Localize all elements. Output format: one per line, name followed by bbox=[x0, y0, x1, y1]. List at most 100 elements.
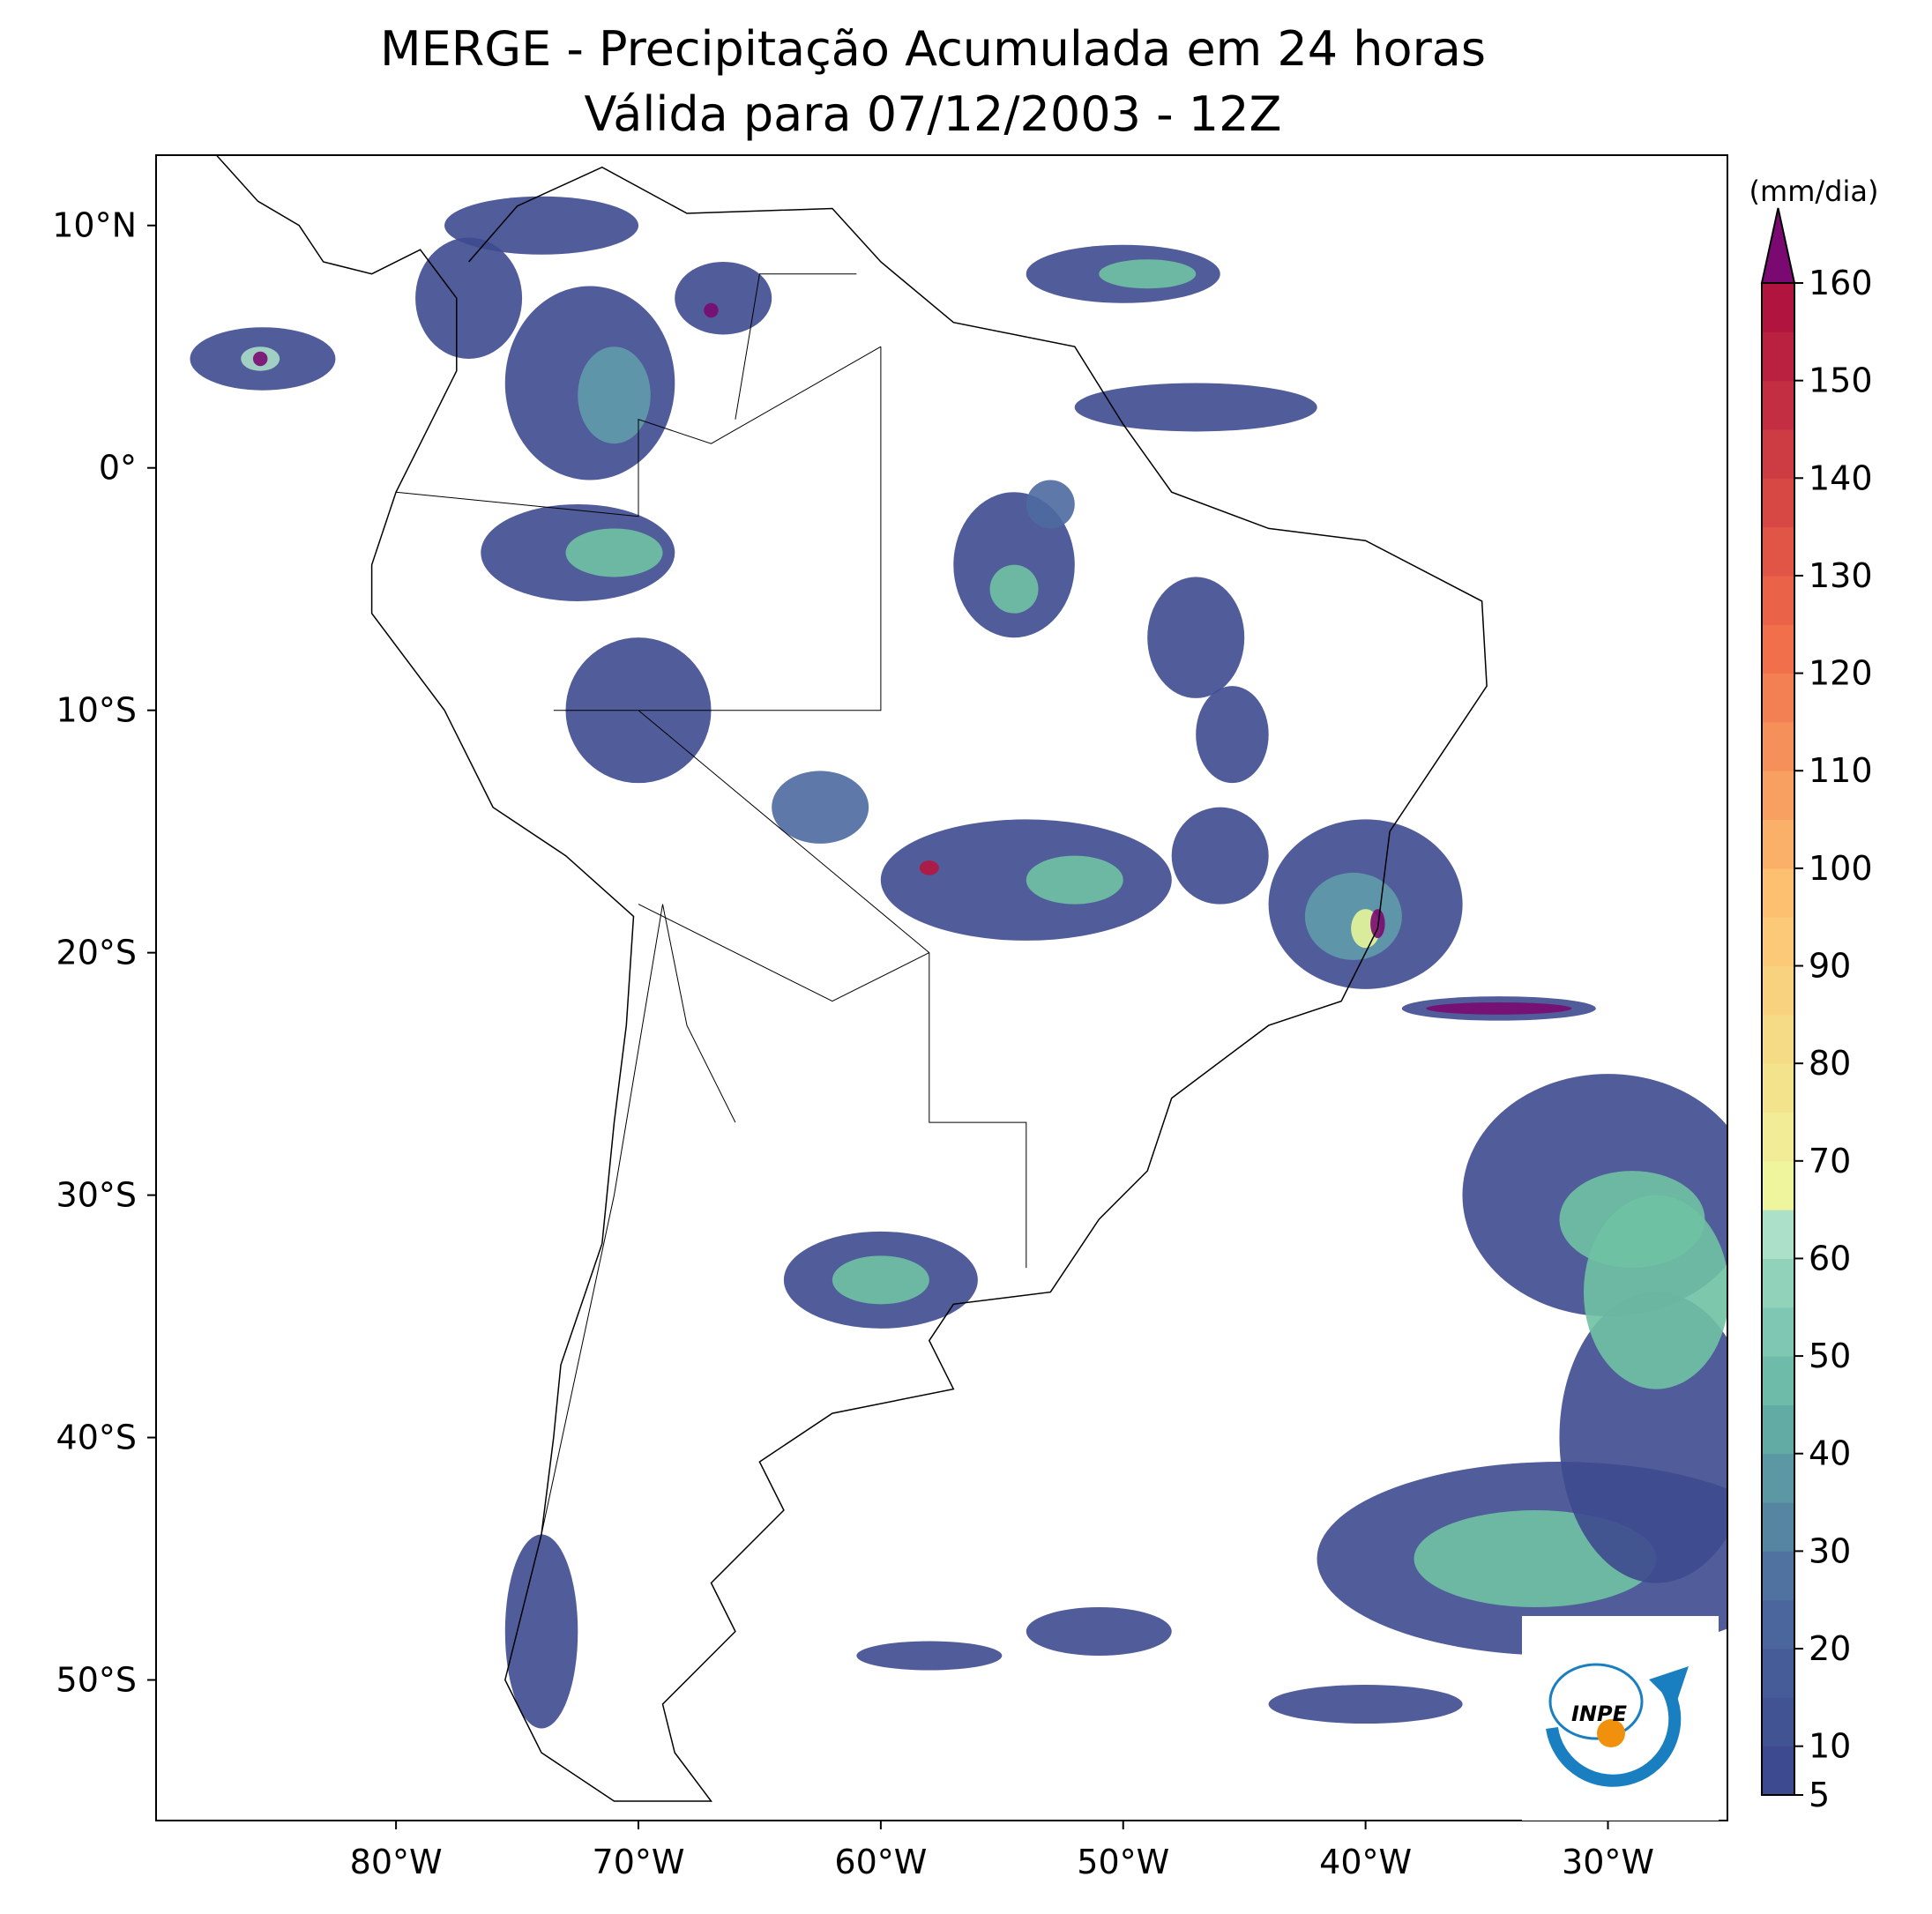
precip-area bbox=[565, 528, 663, 577]
colorbar-band bbox=[1762, 1697, 1794, 1747]
precip-area bbox=[989, 564, 1039, 614]
precip-area bbox=[704, 302, 719, 318]
y-tick-label: 40°S bbox=[56, 1419, 137, 1457]
precip-area bbox=[1268, 1685, 1463, 1724]
precip-area bbox=[578, 346, 651, 444]
precip-area bbox=[832, 1255, 929, 1305]
coastline bbox=[215, 155, 1488, 1802]
colorbar-tick-label: 90 bbox=[1809, 947, 1851, 986]
border bbox=[638, 710, 1027, 1269]
border bbox=[396, 346, 882, 518]
precip-area bbox=[1304, 872, 1402, 960]
colorbar-band bbox=[1762, 1112, 1794, 1162]
logo-arrow bbox=[1649, 1666, 1689, 1706]
colorbar-tick-label: 130 bbox=[1809, 556, 1873, 595]
map-content bbox=[190, 155, 1727, 1802]
colorbar-tick-label: 50 bbox=[1809, 1337, 1851, 1375]
colorbar-tick-label: 60 bbox=[1809, 1239, 1851, 1277]
colorbar-tick-label: 110 bbox=[1809, 751, 1873, 790]
colorbar-band bbox=[1762, 1453, 1794, 1503]
colorbar-band bbox=[1762, 1014, 1794, 1064]
title-line: MERGE - Precipitação Acumulada em 24 hor… bbox=[380, 21, 1486, 77]
precip-area bbox=[772, 771, 869, 844]
precip-area bbox=[675, 261, 772, 335]
colorbar-band bbox=[1762, 1404, 1794, 1455]
colorbar-tick-label: 150 bbox=[1809, 361, 1873, 400]
colorbar-band bbox=[1762, 1746, 1794, 1796]
colorbar-tick-label: 140 bbox=[1809, 458, 1873, 497]
colorbar-band bbox=[1762, 1649, 1794, 1698]
colorbar-band bbox=[1762, 331, 1794, 382]
colorbar-band bbox=[1762, 380, 1794, 430]
colorbar-frame bbox=[1761, 282, 1795, 1796]
colorbar-tick-label: 160 bbox=[1809, 264, 1873, 302]
x-tick-label: 30°W bbox=[1562, 1843, 1654, 1881]
colorbar-band bbox=[1762, 1307, 1794, 1357]
logo-text: INPE bbox=[1571, 1702, 1628, 1726]
colorbar-band bbox=[1762, 868, 1794, 918]
colorbar-tick-label: 30 bbox=[1809, 1531, 1851, 1570]
colorbar-band bbox=[1762, 575, 1794, 625]
colorbar-band bbox=[1762, 478, 1794, 528]
logo-arc bbox=[1546, 1685, 1682, 1787]
colorbar-band bbox=[1762, 721, 1794, 771]
y-tick-label: 30°S bbox=[56, 1176, 137, 1215]
colorbar-band bbox=[1762, 1599, 1794, 1650]
y-tick-label: 20°S bbox=[56, 934, 137, 972]
colorbar-tick-label: 100 bbox=[1809, 849, 1873, 888]
precip-area bbox=[1074, 383, 1317, 432]
y-tick-label: 0° bbox=[99, 449, 137, 488]
border bbox=[735, 273, 857, 420]
logo: INPE bbox=[1522, 1616, 1719, 1821]
colorbar-band bbox=[1762, 1258, 1794, 1308]
colorbar-band bbox=[1762, 1063, 1794, 1113]
precip-area bbox=[1147, 577, 1245, 698]
colorbar-tick-label: 5 bbox=[1809, 1776, 1830, 1814]
colorbar-label: (mm/dia) bbox=[1749, 175, 1879, 208]
precip-area bbox=[444, 196, 639, 255]
colorbar-band bbox=[1762, 1502, 1794, 1552]
precip-area bbox=[1026, 1607, 1172, 1657]
colorbar-extend bbox=[1760, 207, 1796, 284]
logo-orbit bbox=[1548, 1663, 1644, 1740]
colorbar-band bbox=[1762, 819, 1794, 869]
map bbox=[190, 155, 1727, 1802]
colorbar-tick-label: 20 bbox=[1809, 1629, 1851, 1668]
border bbox=[638, 904, 930, 1002]
precip-area bbox=[856, 1641, 1003, 1671]
precip-area bbox=[1426, 1002, 1572, 1015]
border bbox=[553, 346, 882, 711]
colorbar-tick-label: 70 bbox=[1809, 1142, 1851, 1180]
x-tick-label: 70°W bbox=[593, 1843, 685, 1881]
precip-area bbox=[1171, 807, 1269, 905]
title-line: Válida para 07/12/2003 - 12Z bbox=[585, 86, 1282, 142]
precip-area bbox=[919, 860, 939, 875]
colorbar-band bbox=[1762, 1551, 1794, 1601]
precip-area bbox=[1196, 686, 1269, 784]
precip-area bbox=[1583, 1195, 1727, 1389]
x-tick-label: 50°W bbox=[1077, 1843, 1169, 1881]
colorbar-band bbox=[1762, 1210, 1794, 1259]
colorbar-band bbox=[1762, 526, 1794, 577]
border bbox=[541, 904, 663, 1535]
colorbar-tick-label: 80 bbox=[1809, 1044, 1851, 1083]
colorbar: 5 10 20 30 40 50 60 70 80 90 100 110 120 130 140 150 160 bbox=[1760, 207, 1873, 1814]
colorbar-band bbox=[1762, 917, 1794, 967]
map-frame bbox=[155, 154, 1728, 1821]
colorbar-band bbox=[1762, 1356, 1794, 1405]
precip-area bbox=[504, 1534, 578, 1729]
colorbar-tick-label: 120 bbox=[1809, 654, 1873, 693]
precip-area bbox=[1026, 855, 1123, 905]
precip-area bbox=[1026, 480, 1075, 529]
precip-area bbox=[252, 351, 268, 367]
y-tick-label: 10°N bbox=[52, 206, 137, 245]
x-tick-label: 40°W bbox=[1319, 1843, 1412, 1881]
colorbar-tick-label: 10 bbox=[1809, 1727, 1851, 1766]
logo-sun bbox=[1597, 1719, 1625, 1747]
precip-area bbox=[415, 237, 523, 359]
colorbar-band bbox=[1762, 624, 1794, 674]
colorbar-band bbox=[1762, 673, 1794, 723]
x-tick-label: 60°W bbox=[834, 1843, 927, 1881]
y-tick-label: 50°S bbox=[56, 1661, 137, 1700]
